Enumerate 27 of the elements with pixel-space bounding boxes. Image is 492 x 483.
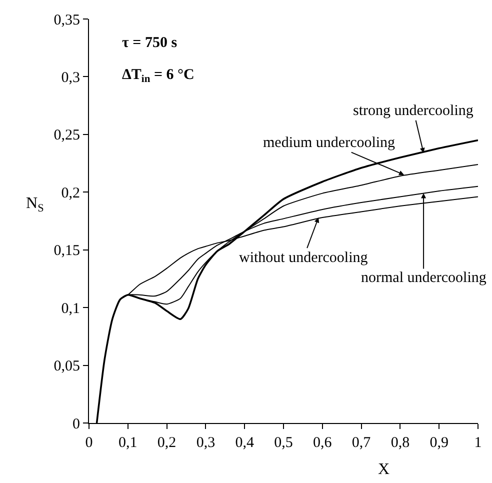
y-tick-label: 0,25 (54, 128, 80, 144)
annotation: strong undercooling (353, 103, 474, 119)
y-tick-label: 0,1 (61, 300, 80, 317)
annotation: without undercooling (239, 250, 368, 266)
x-tick-label: 0,7 (352, 435, 372, 451)
annotation: ΔT$_{in}$ = 6 °C (122, 67, 194, 86)
annotation: medium undercooling (263, 135, 396, 151)
y-tick-label: 0 (72, 416, 80, 432)
y-tick-label: 0,2 (61, 185, 80, 202)
x-axis-title: X (378, 461, 390, 478)
x-tick-label: 0,5 (274, 435, 293, 451)
x-tick-label: 0,6 (313, 435, 332, 451)
y-tick-label: 0,15 (54, 243, 80, 260)
annotation: normal undercooling (361, 270, 487, 286)
annotation: τ = 750 s (122, 35, 178, 51)
x-tick-label: 0,2 (157, 435, 176, 451)
y-axis-title: N$_{S}$ (26, 195, 44, 214)
x-tick-label: 0,8 (390, 435, 410, 451)
y-tick-label: 0,3 (61, 70, 80, 86)
y-tick-label: 0,05 (54, 358, 80, 375)
x-tick-label: 1 (474, 435, 482, 451)
x-tick-label: 0,9 (430, 435, 448, 451)
x-tick-label: 0,3 (196, 435, 216, 451)
x-tick-label: 0,4 (235, 435, 254, 451)
x-tick-label: 0 (85, 435, 93, 451)
y-tick-label: 0,35 (54, 12, 80, 28)
x-tick-label: 0,1 (118, 435, 138, 451)
